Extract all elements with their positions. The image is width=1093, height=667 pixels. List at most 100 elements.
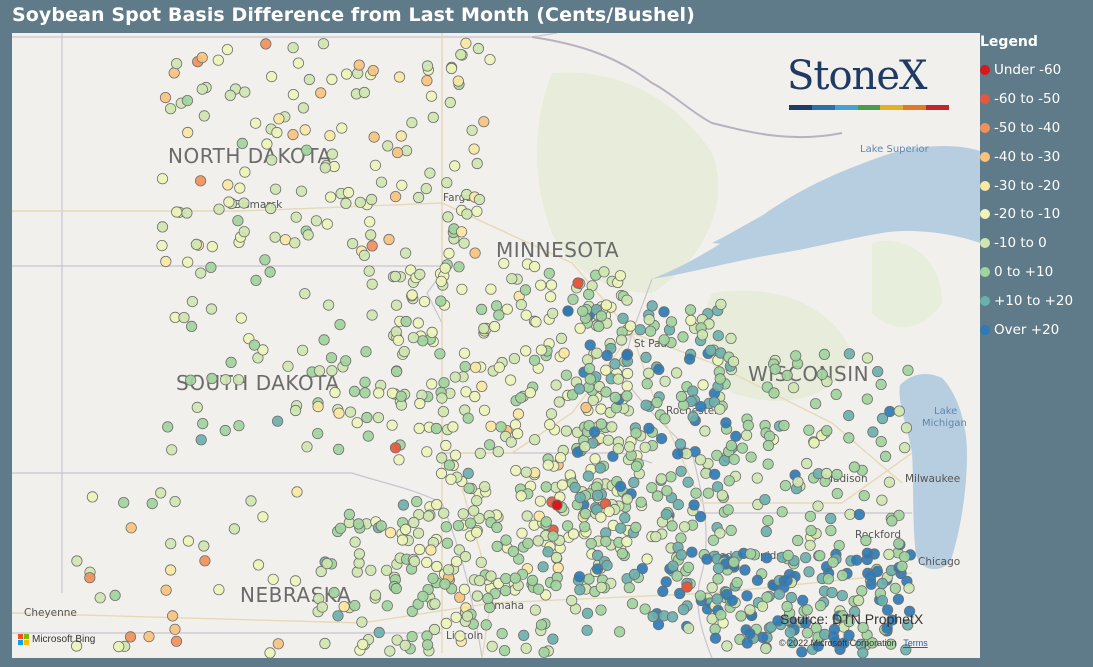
basis-dot[interactable] (287, 88, 299, 101)
basis-dot[interactable] (169, 495, 181, 508)
basis-dot[interactable] (383, 233, 395, 246)
basis-dot[interactable] (390, 582, 402, 595)
basis-dot[interactable] (443, 247, 455, 259)
basis-dot[interactable] (373, 626, 385, 639)
basis-dot[interactable] (853, 508, 866, 521)
basis-dot[interactable] (223, 196, 235, 208)
basis-dot[interactable] (687, 385, 699, 397)
basis-dot[interactable] (831, 487, 843, 500)
basis-dot[interactable] (860, 534, 872, 547)
basis-dot[interactable] (160, 255, 172, 268)
basis-dot[interactable] (760, 525, 772, 538)
basis-dot[interactable] (818, 348, 831, 360)
basis-dot[interactable] (146, 497, 158, 510)
basis-dot[interactable] (728, 453, 740, 465)
basis-dot[interactable] (428, 623, 441, 636)
basis-dot[interactable] (411, 495, 423, 508)
basis-dot[interactable] (429, 598, 441, 610)
basis-dot[interactable] (635, 496, 647, 508)
basis-dot[interactable] (445, 473, 457, 485)
basis-dot[interactable] (903, 582, 915, 594)
basis-dot[interactable] (492, 446, 504, 458)
basis-dot[interactable] (582, 470, 595, 482)
basis-dot[interactable] (438, 377, 450, 389)
basis-dot[interactable] (540, 516, 552, 528)
basis-dot[interactable] (257, 344, 269, 356)
basis-dot[interactable] (876, 412, 889, 425)
basis-dot[interactable] (567, 293, 579, 305)
basis-dot[interactable] (361, 411, 373, 424)
basis-dot[interactable] (373, 387, 385, 399)
basis-dot[interactable] (391, 147, 404, 159)
basis-dot[interactable] (886, 614, 898, 626)
basis-dot[interactable] (867, 426, 879, 438)
basis-dot[interactable] (398, 345, 410, 358)
basis-dot[interactable] (414, 268, 426, 280)
basis-dot[interactable] (876, 577, 889, 590)
basis-dot[interactable] (352, 518, 365, 530)
basis-dot[interactable] (484, 54, 496, 66)
basis-dot[interactable] (744, 604, 756, 616)
basis-dot[interactable] (321, 557, 333, 570)
basis-dot[interactable] (369, 589, 382, 601)
basis-dot[interactable] (589, 453, 601, 465)
basis-dot[interactable] (334, 522, 347, 534)
basis-dot[interactable] (787, 382, 800, 394)
basis-dot[interactable] (667, 560, 679, 572)
basis-dot[interactable] (762, 439, 775, 452)
basis-dot[interactable] (296, 344, 309, 356)
basis-dot[interactable] (896, 560, 908, 572)
basis-dot[interactable] (414, 397, 426, 410)
basis-dot[interactable] (392, 334, 404, 346)
basis-dot[interactable] (801, 627, 814, 639)
basis-dot[interactable] (348, 385, 361, 397)
basis-dot[interactable] (496, 627, 508, 640)
basis-dot[interactable] (573, 571, 586, 583)
basis-dot[interactable] (528, 354, 541, 366)
basis-dot[interactable] (591, 489, 604, 501)
basis-dot[interactable] (899, 551, 911, 563)
basis-dot[interactable] (364, 216, 376, 228)
basis-dot[interactable] (452, 75, 464, 87)
basis-dot[interactable] (816, 368, 828, 380)
basis-dot[interactable] (449, 160, 461, 172)
basis-dot[interactable] (861, 393, 873, 405)
basis-dot[interactable] (449, 371, 461, 383)
basis-dot[interactable] (552, 562, 564, 574)
basis-dot[interactable] (619, 512, 631, 524)
basis-dot[interactable] (375, 520, 387, 532)
basis-dot[interactable] (273, 113, 285, 125)
basis-dot[interactable] (485, 283, 497, 295)
basis-dot[interactable] (534, 495, 547, 507)
basis-dot[interactable] (612, 443, 624, 455)
basis-dot[interactable] (883, 548, 895, 561)
basis-dot[interactable] (407, 332, 419, 344)
basis-dot[interactable] (195, 175, 207, 187)
basis-dot[interactable] (843, 409, 855, 422)
basis-dot[interactable] (389, 191, 402, 203)
basis-dot[interactable] (94, 592, 106, 604)
basis-dot[interactable] (876, 595, 889, 607)
basis-dot[interactable] (439, 578, 451, 590)
basis-dot[interactable] (363, 265, 375, 277)
basis-dot[interactable] (272, 638, 284, 650)
basis-dot[interactable] (543, 267, 555, 279)
basis-dot[interactable] (439, 262, 451, 274)
basis-dot[interactable] (292, 57, 304, 69)
basis-dot[interactable] (695, 400, 707, 413)
basis-dot[interactable] (820, 467, 833, 480)
basis-dot[interactable] (781, 600, 793, 613)
basis-dot[interactable] (903, 605, 916, 617)
basis-dot[interactable] (434, 348, 446, 360)
basis-dot[interactable] (457, 508, 469, 520)
basis-dot[interactable] (652, 618, 665, 631)
basis-dot[interactable] (836, 569, 849, 582)
basis-dot[interactable] (264, 266, 276, 278)
basis-dot[interactable] (516, 527, 528, 539)
basis-dot[interactable] (228, 523, 240, 535)
basis-dot[interactable] (519, 284, 532, 296)
basis-dot[interactable] (372, 411, 384, 424)
basis-dot[interactable] (462, 467, 474, 479)
basis-dot[interactable] (71, 555, 83, 567)
basis-dot[interactable] (600, 364, 612, 376)
